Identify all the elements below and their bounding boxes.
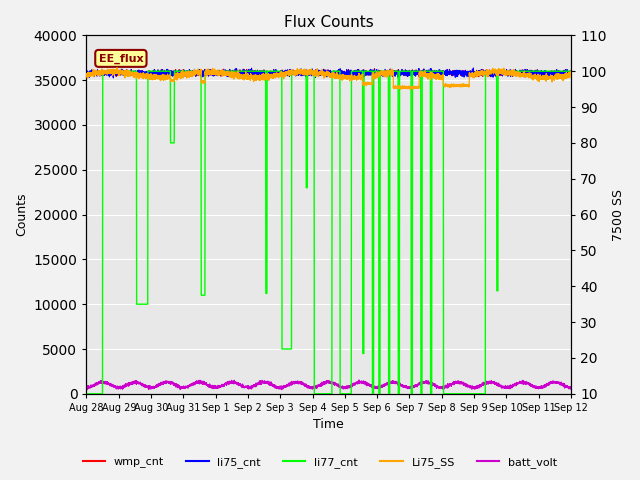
Title: Flux Counts: Flux Counts [284, 15, 374, 30]
Legend: wmp_cnt, li75_cnt, li77_cnt, Li75_SS, batt_volt: wmp_cnt, li75_cnt, li77_cnt, Li75_SS, ba… [78, 452, 562, 472]
X-axis label: Time: Time [314, 419, 344, 432]
Text: EE_flux: EE_flux [99, 53, 143, 63]
Y-axis label: 7500 SS: 7500 SS [612, 189, 625, 240]
Y-axis label: Counts: Counts [15, 193, 28, 236]
